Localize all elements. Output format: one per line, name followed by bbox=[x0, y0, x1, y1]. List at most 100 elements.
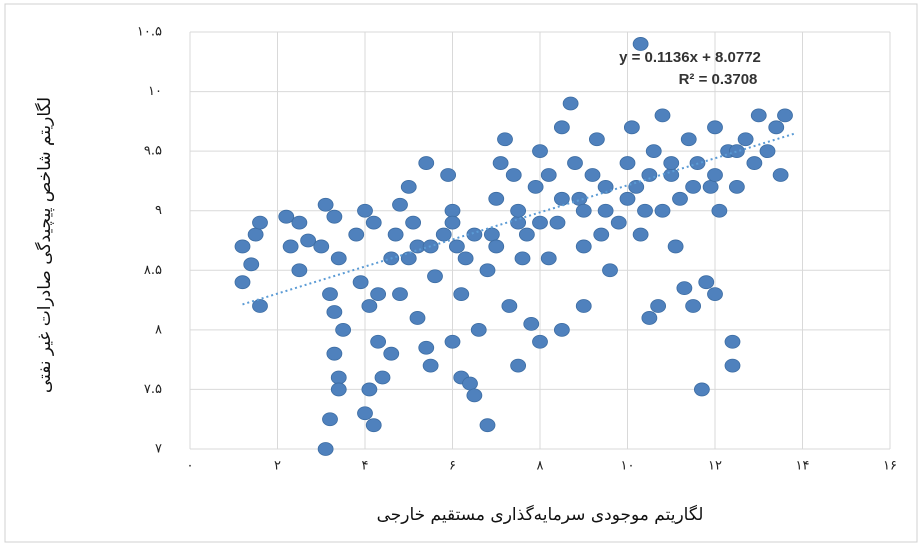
point bbox=[383, 346, 400, 361]
point bbox=[252, 299, 268, 313]
point bbox=[610, 215, 627, 230]
x-tick-label: ۱۰ bbox=[621, 459, 635, 474]
point bbox=[619, 191, 636, 206]
y-tick-label: ۸.۵ bbox=[144, 263, 162, 278]
y-tick-label: ۷ bbox=[155, 442, 162, 457]
point bbox=[724, 358, 741, 373]
point bbox=[510, 358, 527, 373]
point bbox=[247, 227, 264, 242]
point bbox=[435, 227, 452, 242]
y-tick-label: ۷.۵ bbox=[144, 382, 162, 397]
point bbox=[514, 251, 531, 266]
point bbox=[326, 209, 343, 224]
point bbox=[422, 358, 439, 373]
trendline bbox=[242, 132, 795, 306]
point bbox=[409, 311, 426, 325]
point bbox=[575, 239, 592, 254]
point bbox=[466, 388, 483, 403]
point bbox=[352, 275, 369, 290]
point bbox=[370, 287, 387, 302]
point bbox=[518, 227, 535, 242]
point bbox=[728, 144, 745, 159]
point bbox=[777, 108, 793, 123]
point bbox=[483, 227, 500, 242]
point bbox=[440, 168, 457, 182]
point bbox=[693, 382, 710, 397]
point bbox=[361, 299, 378, 313]
y-tick-label: ۹ bbox=[155, 203, 162, 218]
point bbox=[728, 179, 745, 194]
point bbox=[234, 275, 251, 290]
point bbox=[645, 144, 662, 159]
point bbox=[326, 305, 343, 319]
point bbox=[597, 179, 614, 194]
point bbox=[300, 233, 317, 248]
point bbox=[707, 287, 723, 302]
y-axis-title: لگاریتم شاخص پیچیدگی صادرات غیر نفتی bbox=[34, 97, 55, 393]
y-tick-label: ۱۰ bbox=[148, 84, 162, 99]
point bbox=[510, 203, 527, 218]
point bbox=[357, 406, 373, 421]
point bbox=[637, 203, 653, 218]
point bbox=[444, 203, 461, 218]
point bbox=[711, 203, 728, 218]
point bbox=[641, 311, 658, 325]
point bbox=[650, 299, 667, 313]
point bbox=[772, 168, 789, 182]
point bbox=[400, 251, 417, 266]
x-tick-label: ۱۶ bbox=[883, 459, 897, 474]
point bbox=[553, 120, 570, 135]
point bbox=[418, 340, 435, 355]
point bbox=[768, 120, 785, 135]
point bbox=[330, 251, 347, 266]
point bbox=[365, 215, 382, 230]
point bbox=[707, 120, 723, 135]
point bbox=[400, 179, 417, 194]
point bbox=[672, 191, 688, 206]
point bbox=[444, 215, 461, 230]
point bbox=[553, 191, 570, 206]
point bbox=[540, 168, 557, 182]
point bbox=[685, 299, 702, 313]
x-tick-label: ۲ bbox=[274, 459, 281, 474]
point bbox=[549, 215, 566, 230]
point bbox=[501, 299, 518, 313]
point bbox=[357, 203, 373, 218]
point bbox=[746, 156, 763, 170]
point bbox=[291, 263, 308, 278]
point bbox=[628, 179, 645, 194]
point bbox=[663, 156, 680, 170]
point bbox=[234, 239, 251, 254]
x-tick-label: ۱۴ bbox=[796, 459, 810, 474]
point bbox=[602, 263, 618, 278]
point bbox=[479, 418, 496, 433]
point bbox=[313, 239, 330, 254]
point bbox=[667, 239, 684, 254]
point bbox=[497, 132, 513, 147]
point bbox=[698, 275, 715, 290]
x-tick-label: ۴ bbox=[362, 459, 369, 474]
point bbox=[685, 179, 702, 194]
point bbox=[243, 257, 260, 272]
chart-border bbox=[4, 3, 918, 543]
point bbox=[448, 239, 465, 254]
point bbox=[322, 287, 338, 302]
point bbox=[584, 168, 601, 182]
point bbox=[322, 412, 338, 427]
x-tick-label: ۱۲ bbox=[708, 459, 722, 474]
y-tick-label: ۱۰.۵ bbox=[137, 25, 162, 40]
point bbox=[317, 442, 334, 456]
point bbox=[330, 370, 347, 385]
point bbox=[370, 334, 387, 349]
x-axis-title: لگاریتم موجودی سرمایه‌گذاری مستقیم خارجی bbox=[377, 504, 704, 525]
point bbox=[348, 227, 365, 242]
point bbox=[575, 299, 592, 313]
plot-area bbox=[189, 31, 891, 456]
point bbox=[737, 132, 754, 147]
point bbox=[532, 144, 548, 159]
point bbox=[291, 215, 308, 230]
point bbox=[444, 334, 461, 349]
point bbox=[527, 179, 544, 194]
point bbox=[361, 382, 378, 397]
